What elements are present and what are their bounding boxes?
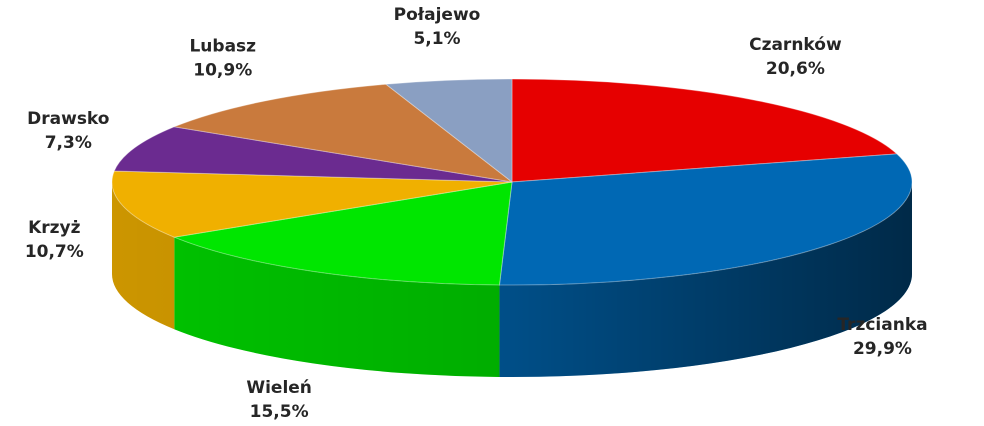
slice <box>172 83 513 183</box>
slice-label: Czarnków <box>749 35 842 55</box>
slice-value-label: 29,9% <box>853 339 912 359</box>
slice <box>111 170 513 238</box>
slice-value-label: 20,6% <box>766 59 825 79</box>
slice-side-shade <box>499 182 912 377</box>
slice-value-label: 10,7% <box>25 242 84 262</box>
slice-label: Drawsko <box>27 109 109 129</box>
slice-value-label: 15,5% <box>250 402 309 422</box>
slice-label: Wieleń <box>246 378 312 398</box>
tops <box>111 78 913 286</box>
sides <box>112 182 912 377</box>
slice-label: Trzcianka <box>837 315 927 335</box>
slice-side-shade <box>112 182 175 330</box>
slice-value-label: 7,3% <box>45 133 92 153</box>
slice-label: Połajewo <box>394 5 481 25</box>
slice <box>498 153 913 286</box>
slice-value-label: 10,9% <box>193 60 252 80</box>
slice <box>113 126 513 183</box>
labels: Czarnków 20,6% Trzcianka 29,9% Wieleń 15,5% Kr… <box>25 5 928 422</box>
slice-label: Krzyż <box>28 218 81 238</box>
slice <box>384 78 513 184</box>
slice-value-label: 5,1% <box>413 29 460 49</box>
slice <box>172 181 513 286</box>
slice-label: Lubasz <box>189 36 256 56</box>
slice-side-shade <box>174 237 500 377</box>
slice <box>511 78 899 183</box>
